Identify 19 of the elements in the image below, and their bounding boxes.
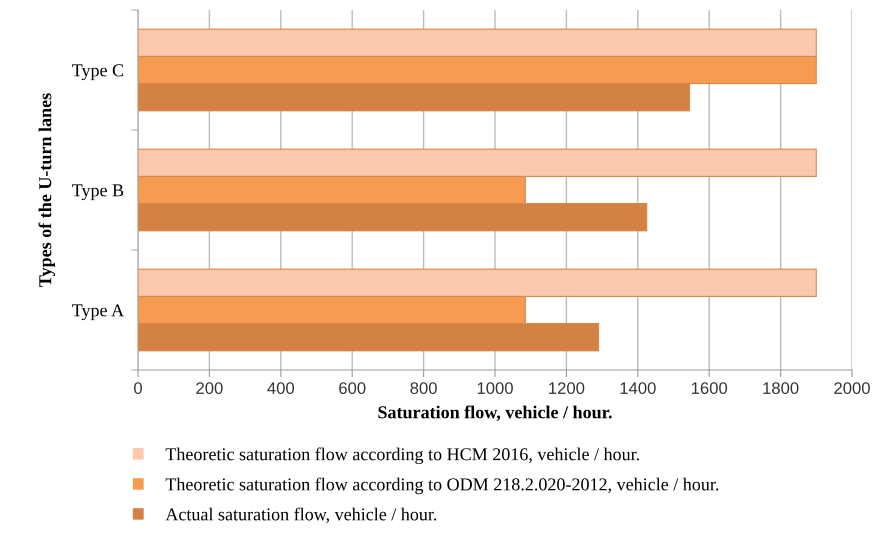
y-tick-label: Type C xyxy=(72,64,124,80)
x-tick-label: 1000 xyxy=(478,382,513,394)
x-tick-label: 600 xyxy=(339,382,366,394)
x-tick-label: 1200 xyxy=(549,382,584,394)
x-tick-label: 0 xyxy=(134,382,142,394)
x-tick-label: 1800 xyxy=(763,382,798,394)
legend-label: Actual saturation flow, vehicle / hour. xyxy=(166,508,436,524)
x-tick-label: 800 xyxy=(410,382,437,394)
x-tick-label: 2000 xyxy=(834,382,870,394)
x-tick-label: 1400 xyxy=(620,382,656,394)
y-axis-title: Types of the U-turn lanes xyxy=(38,93,56,287)
legend-label: Theoretic saturation flow according to ODM 218.2.020-2012, vehicle / hour. xyxy=(166,478,718,494)
y-tick-label: Type B xyxy=(72,184,124,200)
x-tick-label: 1600 xyxy=(692,382,728,394)
legend-label: Theoretic saturation flow according to HCM 2016, vehicle / hour. xyxy=(166,447,639,464)
x-tick-label: 400 xyxy=(267,382,294,394)
y-tick-label: Type A xyxy=(72,304,124,320)
x-tick-label: 200 xyxy=(196,382,223,394)
x-axis-title: Saturation flow, vehicle / hour. xyxy=(378,405,612,421)
